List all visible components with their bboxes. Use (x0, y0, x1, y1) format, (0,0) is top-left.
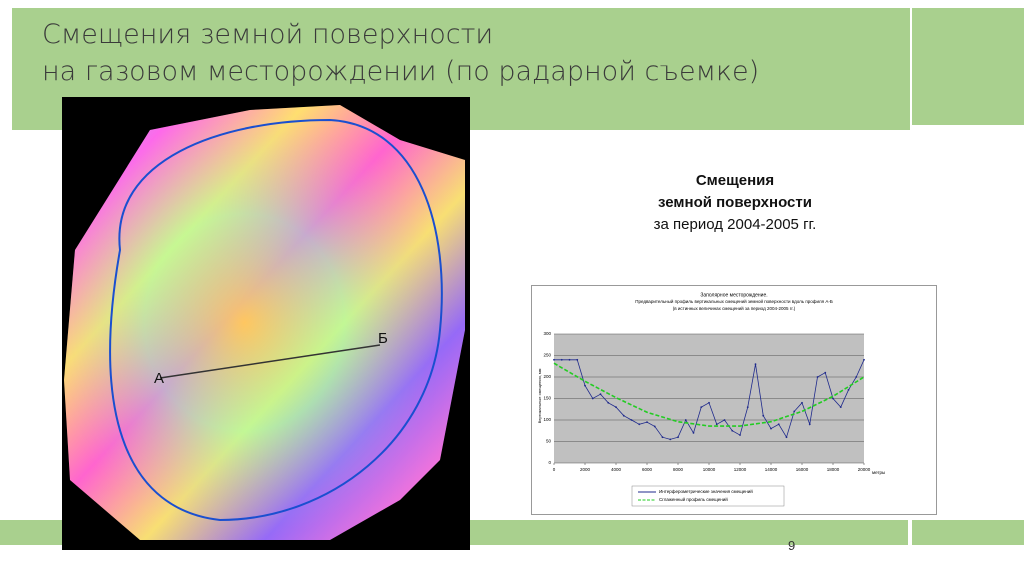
point (863, 358, 865, 361)
title-line: на газовом месторождении (по радарной съ… (42, 56, 760, 87)
y-tick-label: 0 (548, 460, 551, 465)
point (839, 406, 842, 408)
y-tick-label: 200 (543, 374, 551, 379)
point (754, 363, 757, 365)
x-tick-label: 12000 (734, 467, 747, 472)
point (669, 438, 672, 441)
point (684, 419, 687, 421)
point (824, 371, 827, 374)
x-axis-label: метры (872, 470, 885, 475)
point (560, 358, 563, 361)
point (646, 421, 648, 424)
map-label-b: Б (378, 330, 388, 347)
point (622, 414, 625, 417)
point (801, 401, 803, 404)
map-label-a: А (154, 370, 164, 387)
point (661, 436, 664, 439)
chart-subtitle: Предварительный профиль вертикальных сме… (635, 298, 833, 304)
title-line: Смещения земной поверхности (42, 19, 494, 50)
point (591, 397, 594, 400)
point (785, 436, 788, 439)
point (615, 406, 617, 408)
legend-label: Сглаженный профиль смещений (659, 496, 728, 502)
point (816, 376, 819, 378)
x-tick-label: 2000 (580, 467, 591, 472)
x-tick-label: 0 (553, 467, 556, 472)
point (739, 434, 741, 436)
caption-line: за период 2004-2005 гг. (653, 216, 817, 233)
x-tick-label: 14000 (765, 467, 778, 472)
point (731, 429, 734, 432)
point (708, 401, 710, 404)
x-tick-label: 20000 (858, 467, 871, 472)
slide-title: Смещения земной поверхности на газовом м… (42, 16, 759, 90)
point (607, 401, 610, 404)
point (746, 406, 749, 408)
point (584, 384, 586, 387)
chart-title: Заполярное месторождение. (700, 292, 767, 298)
y-tick-label: 100 (543, 417, 551, 422)
point (723, 419, 726, 421)
legend-label: Интерферометрические значения смещений (659, 488, 753, 494)
y-tick-label: 150 (543, 396, 551, 401)
chart-note: (в истинных величинах смещений за период… (673, 305, 796, 311)
point (638, 423, 641, 426)
x-tick-label: 6000 (642, 467, 653, 472)
chart: Заполярное месторождение. Предварительны… (531, 285, 937, 515)
point (762, 414, 765, 417)
caption: Смещения земной поверхности за период 20… (600, 170, 870, 236)
x-tick-label: 10000 (703, 467, 716, 472)
point (553, 358, 555, 361)
y-tick-label: 50 (546, 439, 552, 444)
point (599, 393, 602, 396)
x-tick-label: 4000 (611, 467, 622, 472)
point (832, 397, 834, 400)
footer-side (912, 520, 1024, 545)
point (568, 358, 571, 361)
point (715, 423, 718, 426)
caption-line: земной поверхности (658, 194, 812, 211)
footer-band (470, 520, 908, 545)
footer-band-left (0, 520, 62, 545)
page-number: 9 (788, 538, 796, 553)
map-image: А Б (62, 97, 470, 550)
point (700, 406, 703, 408)
point (793, 410, 796, 413)
point (653, 425, 656, 428)
legend-box (631, 485, 785, 507)
x-tick-label: 16000 (796, 467, 809, 472)
point (692, 432, 695, 434)
point (576, 358, 579, 361)
x-tick-label: 18000 (827, 467, 840, 472)
point (630, 419, 633, 421)
caption-line: Смещения (695, 172, 775, 189)
point (855, 376, 858, 378)
x-tick-label: 8000 (673, 467, 684, 472)
series-line (553, 362, 865, 427)
y-axis-label: Вертикальные смещения, мм (537, 368, 542, 423)
y-tick-label: 300 (543, 331, 551, 336)
y-tick-label: 250 (543, 353, 551, 358)
header-side (912, 8, 1024, 125)
point (770, 427, 772, 430)
point (677, 436, 679, 439)
point (847, 389, 850, 391)
point (777, 423, 780, 426)
point (808, 423, 811, 426)
